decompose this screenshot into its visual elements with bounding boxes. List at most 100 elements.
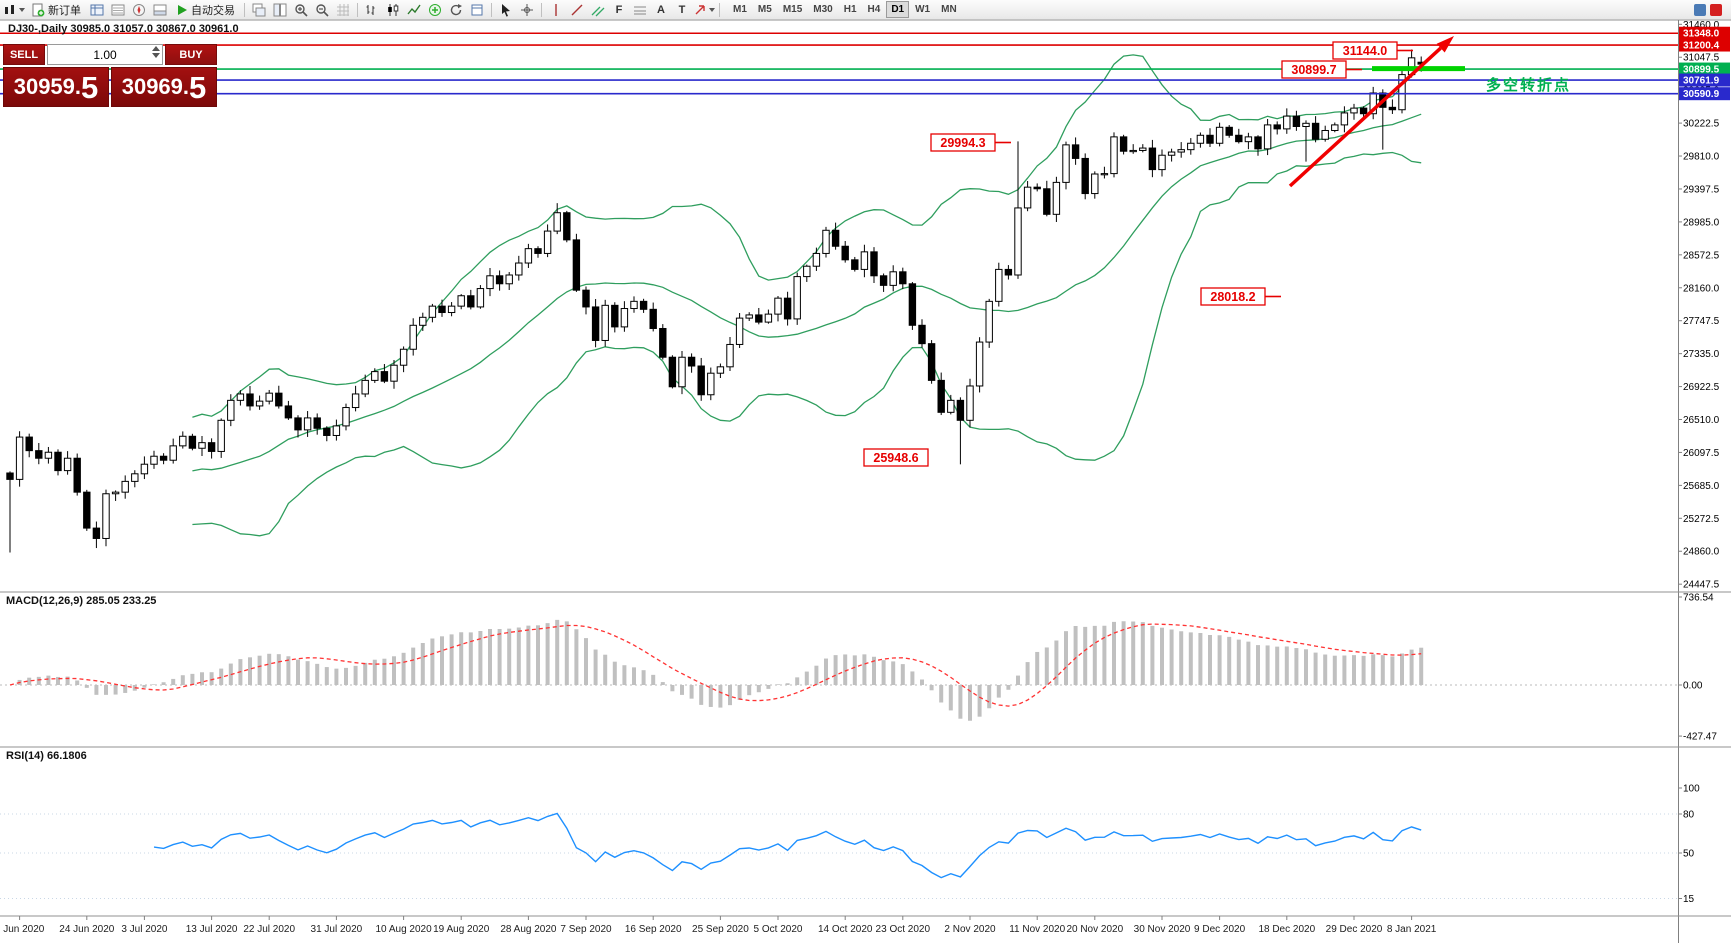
timeframe-buttons: M1 M5 M15 M30 H1 H4 D1 W1 MN	[728, 1, 962, 18]
buy-button[interactable]: BUY	[165, 44, 217, 65]
text-tool-icon[interactable]: A	[651, 1, 671, 18]
market-watch-icon[interactable]	[87, 1, 107, 18]
svg-text:29810.0: 29810.0	[1683, 152, 1720, 163]
date-axis: 5 Jun 2020 24 Jun 2020 3 Jul 2020 13 Jul 20…	[0, 916, 1437, 935]
svg-text:-427.47: -427.47	[1683, 732, 1717, 743]
svg-text:30590.9: 30590.9	[1683, 89, 1720, 100]
main-toolbar: 新订单 自动交易 F A T M1 M5 M1	[0, 0, 1731, 20]
candlestick-icon[interactable]	[383, 1, 403, 18]
svg-text:3 Jul 2020: 3 Jul 2020	[121, 924, 168, 935]
new-chart-caret[interactable]	[19, 7, 25, 12]
channel-icon[interactable]	[588, 1, 608, 18]
timeframe-H1[interactable]: H1	[843, 4, 857, 15]
terminal-icon[interactable]	[150, 1, 170, 18]
timeframe-M30[interactable]: M30	[813, 4, 833, 15]
navigator-icon[interactable]	[129, 1, 149, 18]
arrow-tool-caret[interactable]	[709, 7, 715, 12]
svg-text:23 Oct 2020: 23 Oct 2020	[876, 924, 931, 935]
volume-down-arrow[interactable]	[152, 53, 160, 58]
svg-text:5 Jun 2020: 5 Jun 2020	[0, 924, 45, 935]
svg-text:28018.2: 28018.2	[1210, 290, 1255, 304]
svg-text:26922.5: 26922.5	[1683, 382, 1720, 393]
svg-text:28160.0: 28160.0	[1683, 283, 1720, 294]
label-tool-icon[interactable]: T	[672, 1, 692, 18]
svg-text:80: 80	[1683, 810, 1695, 821]
svg-text:14 Oct 2020: 14 Oct 2020	[818, 924, 873, 935]
volume-stepper[interactable]	[152, 46, 160, 58]
arrow-tool-icon[interactable]	[693, 1, 715, 18]
period-cycle-icon[interactable]	[446, 1, 466, 18]
sell-button[interactable]: SELL	[3, 44, 45, 65]
buy-price-main: 30969.	[121, 74, 190, 99]
fibonacci-icon[interactable]: F	[609, 1, 629, 18]
trend-arrow[interactable]	[1288, 36, 1454, 188]
templates-icon[interactable]	[467, 1, 487, 18]
data-window-icon[interactable]	[108, 1, 128, 18]
cursor-icon[interactable]	[496, 1, 516, 18]
one-click-trading-panel: SELL 1.00 BUY 30959. 5 30969. 5	[3, 44, 217, 107]
buy-price[interactable]: 30969. 5	[111, 67, 217, 107]
bull-bear-note[interactable]: 多空转折点	[1486, 77, 1572, 94]
trendline-icon[interactable]	[567, 1, 587, 18]
alert-badge-icon[interactable]	[1710, 3, 1722, 16]
svg-text:29397.5: 29397.5	[1683, 184, 1720, 195]
zoom-out-icon[interactable]	[312, 1, 332, 18]
zoom-in-icon[interactable]	[291, 1, 311, 18]
svg-text:28 Aug 2020: 28 Aug 2020	[500, 924, 557, 935]
horizontal-levels-icon[interactable]	[630, 1, 650, 18]
crosshair-icon[interactable]	[517, 1, 537, 18]
svg-text:29 Dec 2020: 29 Dec 2020	[1326, 924, 1383, 935]
svg-text:16 Sep 2020: 16 Sep 2020	[625, 924, 682, 935]
svg-text:13 Jul 2020: 13 Jul 2020	[186, 924, 238, 935]
new-order-button[interactable]: 新订单	[26, 1, 86, 18]
timeframe-M15[interactable]: M15	[782, 4, 803, 15]
volume-value: 1.00	[93, 47, 117, 62]
svg-text:24 Jun 2020: 24 Jun 2020	[59, 924, 114, 935]
svg-text:8 Jan 2021: 8 Jan 2021	[1387, 924, 1437, 935]
bar-chart-icon[interactable]	[362, 1, 382, 18]
tile-windows-icon[interactable]	[270, 1, 290, 18]
timeframe-M1[interactable]: M1	[733, 4, 747, 15]
svg-text:24860.0: 24860.0	[1683, 547, 1720, 558]
cascade-windows-icon[interactable]	[249, 1, 269, 18]
timeframe-D1[interactable]: D1	[886, 1, 910, 18]
indicators-icon[interactable]	[425, 1, 445, 18]
svg-text:27747.5: 27747.5	[1683, 316, 1720, 327]
autotrading-play-icon	[178, 4, 187, 15]
autotrading-button[interactable]: 自动交易	[171, 1, 240, 18]
fibonacci-glyph: F	[615, 3, 623, 16]
svg-text:26510.0: 26510.0	[1683, 415, 1720, 426]
svg-text:31047.5: 31047.5	[1683, 53, 1720, 64]
volume-input[interactable]: 1.00	[47, 44, 163, 65]
svg-text:29994.3: 29994.3	[940, 136, 985, 150]
toolbar-right-icons	[1694, 3, 1722, 16]
sell-price[interactable]: 30959. 5	[3, 67, 109, 107]
volume-up-arrow[interactable]	[152, 46, 160, 51]
price-annotations[interactable]: 31144.0 30899.7 29994.3 28018.2 25948.6	[863, 41, 1413, 467]
svg-text:9 Dec 2020: 9 Dec 2020	[1194, 924, 1246, 935]
svg-text:26097.5: 26097.5	[1683, 448, 1720, 459]
timeframe-MN[interactable]: MN	[941, 4, 957, 15]
timeframe-W1[interactable]: W1	[915, 4, 931, 15]
svg-text:20 Nov 2020: 20 Nov 2020	[1066, 924, 1123, 935]
grid-icon[interactable]	[333, 1, 353, 18]
toolbar-separator	[541, 2, 542, 17]
horizontal-level-lines[interactable]	[0, 32, 1678, 95]
news-icon[interactable]	[1694, 3, 1706, 16]
svg-text:19 Aug 2020: 19 Aug 2020	[433, 924, 490, 935]
new-chart-icon[interactable]	[3, 1, 25, 18]
timeframe-M5[interactable]: M5	[757, 4, 772, 15]
macd-axis: 736.54 0.00 -427.47	[1678, 592, 1717, 743]
svg-text:30222.5: 30222.5	[1683, 119, 1720, 130]
line-chart-icon[interactable]	[404, 1, 424, 18]
timeframe-H4[interactable]: H4	[867, 4, 881, 15]
svg-text:100: 100	[1683, 784, 1700, 795]
vertical-line-icon[interactable]	[546, 1, 566, 18]
svg-text:31348.0: 31348.0	[1683, 29, 1720, 40]
macd-indicator-label: MACD(12,26,9) 285.05 233.25	[6, 595, 157, 607]
svg-text:28985.0: 28985.0	[1683, 217, 1720, 228]
svg-text:30899.7: 30899.7	[1291, 63, 1336, 77]
label-glyph: T	[678, 3, 686, 16]
